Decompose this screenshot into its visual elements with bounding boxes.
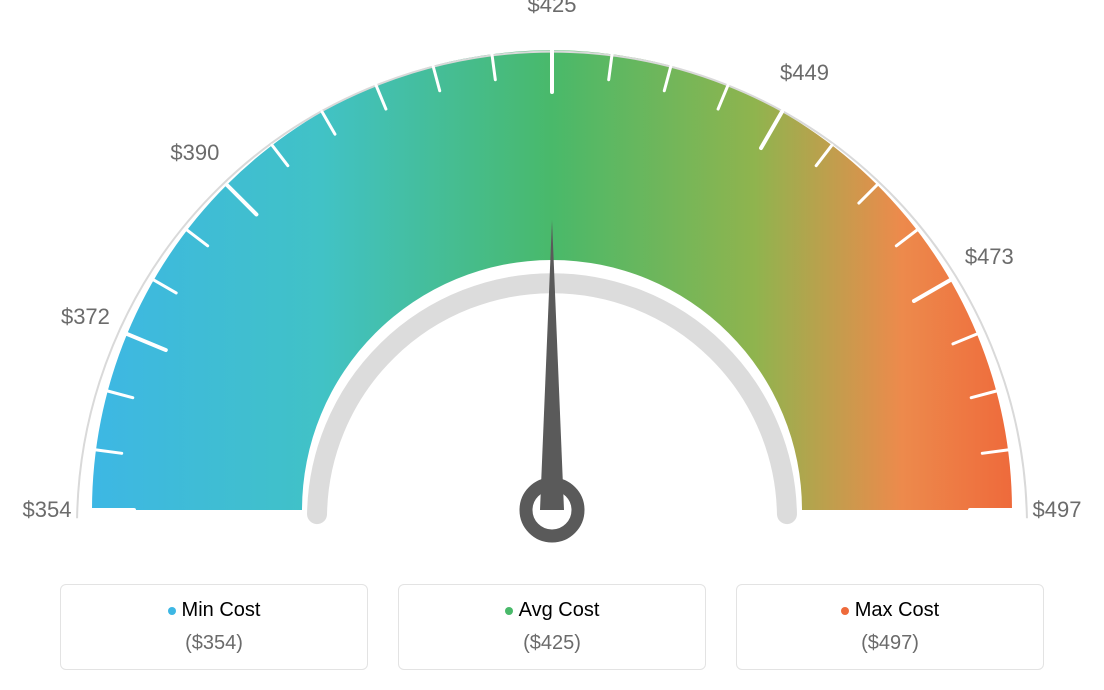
gauge-tick-label: $473 bbox=[965, 244, 1014, 270]
legend-title-min: Min Cost bbox=[71, 599, 357, 622]
legend-label-max: Max Cost bbox=[855, 599, 939, 621]
gauge-tick-label: $354 bbox=[23, 497, 72, 523]
legend-value-min: ($354) bbox=[71, 632, 357, 655]
gauge-tick-label: $390 bbox=[170, 140, 219, 166]
legend-title-avg: Avg Cost bbox=[409, 599, 695, 622]
legend-label-min: Min Cost bbox=[182, 599, 261, 621]
cost-gauge-container: $354 $372 $390 $425 $449 $473 $497 Min Cost ($… bbox=[0, 0, 1104, 690]
gauge-tick-label: $372 bbox=[61, 304, 110, 330]
legend-dot-avg bbox=[505, 607, 513, 615]
legend-value-avg: ($425) bbox=[409, 632, 695, 655]
legend-row: Min Cost ($354) Avg Cost ($425) Max Cost… bbox=[0, 584, 1104, 670]
legend-label-avg: Avg Cost bbox=[519, 599, 600, 621]
legend-card-min: Min Cost ($354) bbox=[60, 584, 368, 670]
gauge-tick-label: $425 bbox=[528, 0, 577, 18]
legend-card-avg: Avg Cost ($425) bbox=[398, 584, 706, 670]
legend-value-max: ($497) bbox=[747, 632, 1033, 655]
legend-dot-min bbox=[168, 607, 176, 615]
gauge-tick-label: $497 bbox=[1033, 497, 1082, 523]
gauge-tick-label: $449 bbox=[780, 60, 829, 86]
gauge-chart: $354 $372 $390 $425 $449 $473 $497 bbox=[0, 0, 1104, 560]
legend-dot-max bbox=[841, 607, 849, 615]
legend-card-max: Max Cost ($497) bbox=[736, 584, 1044, 670]
legend-title-max: Max Cost bbox=[747, 599, 1033, 622]
